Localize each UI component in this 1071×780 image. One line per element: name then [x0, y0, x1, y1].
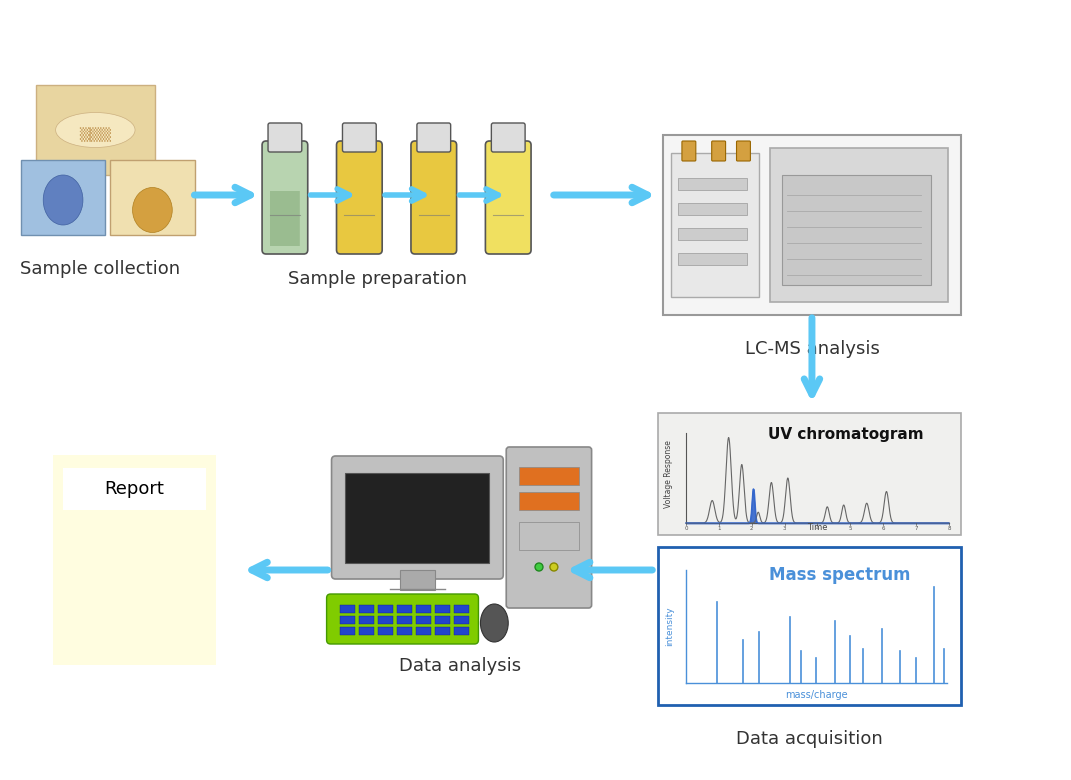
Text: Data analysis: Data analysis: [398, 657, 521, 675]
FancyBboxPatch shape: [341, 616, 356, 624]
FancyBboxPatch shape: [485, 141, 531, 254]
Text: Mass spectrum: Mass spectrum: [769, 566, 910, 584]
FancyBboxPatch shape: [770, 148, 948, 302]
FancyBboxPatch shape: [360, 616, 374, 624]
FancyBboxPatch shape: [454, 616, 468, 624]
Circle shape: [536, 563, 543, 571]
FancyBboxPatch shape: [519, 522, 578, 550]
Text: LC-MS analysis: LC-MS analysis: [744, 340, 879, 358]
FancyBboxPatch shape: [35, 85, 155, 175]
Text: 6: 6: [881, 526, 885, 531]
FancyBboxPatch shape: [21, 160, 105, 235]
FancyBboxPatch shape: [416, 616, 431, 624]
FancyBboxPatch shape: [492, 123, 525, 152]
FancyBboxPatch shape: [378, 627, 393, 635]
Text: 2: 2: [750, 526, 753, 531]
FancyBboxPatch shape: [62, 468, 207, 510]
Text: Time: Time: [808, 523, 828, 532]
Text: UV chromatogram: UV chromatogram: [768, 427, 923, 442]
Text: 5: 5: [848, 526, 853, 531]
Text: mass/charge: mass/charge: [785, 690, 848, 700]
FancyBboxPatch shape: [658, 413, 961, 535]
FancyBboxPatch shape: [417, 123, 451, 152]
FancyBboxPatch shape: [397, 616, 412, 624]
FancyBboxPatch shape: [336, 141, 382, 254]
Text: 3: 3: [783, 526, 786, 531]
FancyBboxPatch shape: [360, 627, 374, 635]
FancyBboxPatch shape: [110, 160, 195, 235]
FancyBboxPatch shape: [435, 627, 450, 635]
FancyBboxPatch shape: [454, 605, 468, 613]
FancyBboxPatch shape: [378, 605, 393, 613]
Text: intensity: intensity: [665, 607, 675, 647]
FancyBboxPatch shape: [678, 203, 748, 215]
FancyBboxPatch shape: [782, 175, 931, 285]
FancyBboxPatch shape: [270, 191, 300, 246]
Text: Data acquisition: Data acquisition: [736, 730, 883, 748]
FancyBboxPatch shape: [435, 616, 450, 624]
FancyBboxPatch shape: [519, 492, 578, 510]
FancyBboxPatch shape: [507, 447, 591, 608]
Text: Sample collection: Sample collection: [20, 260, 180, 278]
FancyBboxPatch shape: [663, 135, 961, 315]
FancyBboxPatch shape: [327, 594, 479, 644]
Text: 7: 7: [915, 526, 918, 531]
FancyBboxPatch shape: [397, 627, 412, 635]
FancyBboxPatch shape: [343, 123, 376, 152]
FancyBboxPatch shape: [346, 473, 489, 563]
FancyBboxPatch shape: [262, 141, 307, 254]
FancyBboxPatch shape: [682, 141, 696, 161]
Text: 8: 8: [947, 526, 951, 531]
FancyBboxPatch shape: [658, 547, 961, 705]
FancyBboxPatch shape: [678, 178, 748, 190]
FancyBboxPatch shape: [416, 627, 431, 635]
Text: ▒▒▒: ▒▒▒: [79, 128, 111, 142]
FancyBboxPatch shape: [397, 605, 412, 613]
FancyBboxPatch shape: [341, 627, 356, 635]
Text: 1: 1: [716, 526, 721, 531]
Ellipse shape: [481, 604, 509, 642]
FancyBboxPatch shape: [52, 455, 216, 665]
FancyBboxPatch shape: [435, 605, 450, 613]
Text: 4: 4: [816, 526, 819, 531]
Ellipse shape: [56, 112, 135, 147]
FancyBboxPatch shape: [416, 605, 431, 613]
Text: Voltage Response: Voltage Response: [664, 440, 673, 508]
Circle shape: [549, 563, 558, 571]
FancyBboxPatch shape: [737, 141, 751, 161]
FancyBboxPatch shape: [678, 228, 748, 240]
Ellipse shape: [43, 175, 82, 225]
Text: 0: 0: [684, 526, 688, 531]
FancyBboxPatch shape: [360, 605, 374, 613]
FancyBboxPatch shape: [712, 141, 725, 161]
FancyBboxPatch shape: [378, 616, 393, 624]
Ellipse shape: [133, 187, 172, 232]
FancyBboxPatch shape: [341, 605, 356, 613]
Text: Report: Report: [105, 480, 165, 498]
FancyBboxPatch shape: [672, 153, 759, 297]
FancyBboxPatch shape: [268, 123, 302, 152]
FancyBboxPatch shape: [411, 141, 456, 254]
Text: Sample preparation: Sample preparation: [288, 270, 467, 288]
FancyBboxPatch shape: [519, 467, 578, 485]
FancyBboxPatch shape: [332, 456, 503, 579]
FancyBboxPatch shape: [678, 253, 748, 265]
FancyBboxPatch shape: [454, 627, 468, 635]
FancyBboxPatch shape: [401, 570, 435, 590]
